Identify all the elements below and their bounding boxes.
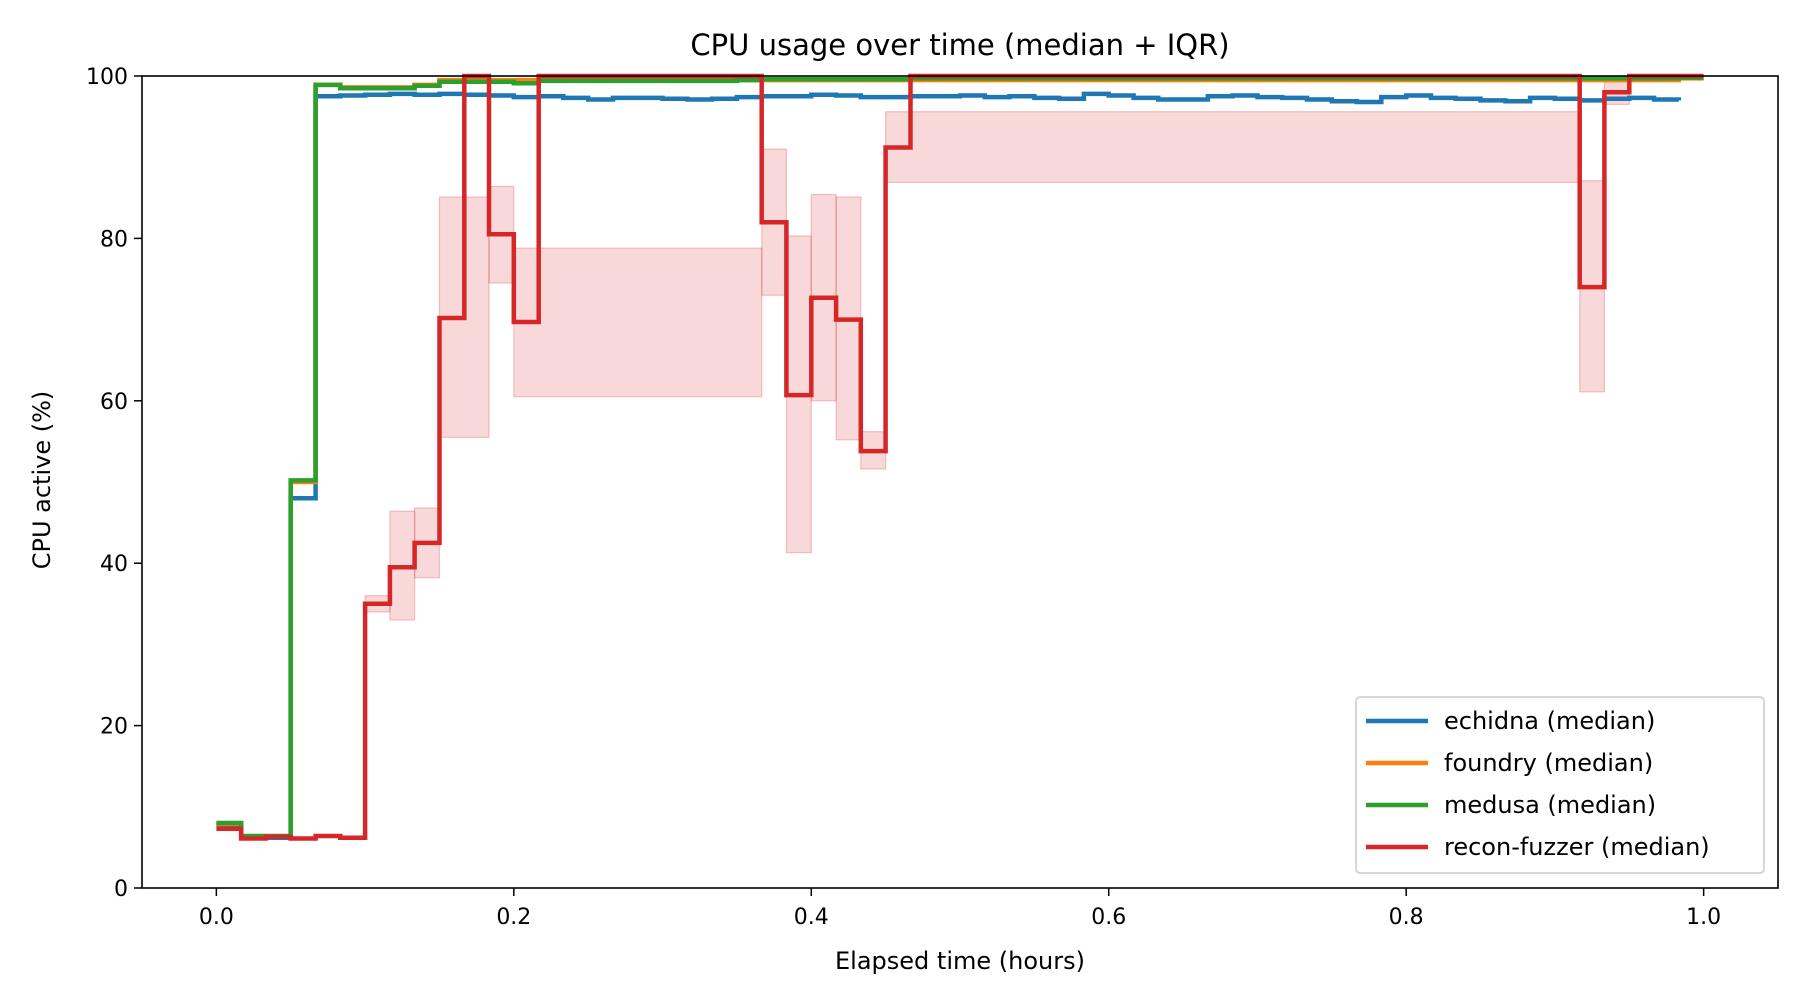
legend-label-2: medusa (median) [1444, 791, 1656, 819]
y-tick-label: 0 [114, 877, 128, 902]
legend-box [1355, 696, 1765, 874]
legend-label-3: recon-fuzzer (median) [1444, 833, 1710, 861]
x-tick-label: 0.4 [794, 905, 829, 930]
axes-frame [141, 75, 1779, 889]
legend-label-0: echidna (median) [1444, 707, 1655, 735]
iqr-band-3 [885, 111, 1581, 183]
y-tick-label: 60 [100, 390, 128, 415]
x-axis-label: Elapsed time (hours) [835, 947, 1085, 975]
y-tick-label: 40 [100, 552, 128, 577]
x-tick-label: 0.0 [199, 905, 234, 930]
y-axis-label: CPU active (%) [28, 391, 56, 570]
chart-title: CPU usage over time (median + IQR) [690, 28, 1229, 62]
series-line-2 [216, 75, 1704, 839]
x-tick-label: 0.6 [1091, 905, 1126, 930]
y-tick-label: 20 [100, 715, 128, 740]
iqr-band-3 [513, 247, 763, 398]
plot-area: 0.0 0.2 0.4 0.6 0.8 1.0 0 20 40 60 80 100 echidna (m… [86, 65, 1779, 930]
series-line-0 [216, 91, 1682, 840]
y-tick-label: 100 [86, 65, 128, 90]
x-tick-label: 1.0 [1686, 905, 1721, 930]
legend-label-1: foundry (median) [1444, 749, 1653, 777]
x-tick-label: 0.2 [496, 905, 531, 930]
x-tick-label: 0.8 [1389, 905, 1424, 930]
y-tick-label: 80 [100, 227, 128, 252]
